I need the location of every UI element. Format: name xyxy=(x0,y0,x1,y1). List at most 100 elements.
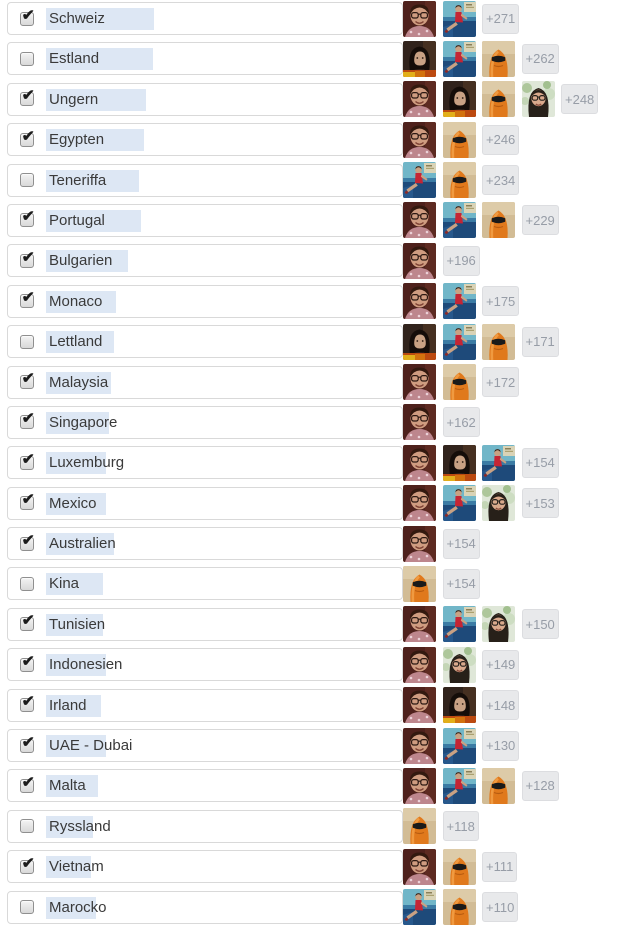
country-option[interactable]: ✔ Schweiz xyxy=(7,2,403,35)
country-option[interactable]: ✔ Bulgarien xyxy=(7,244,403,278)
country-option[interactable]: ✔ Estland xyxy=(7,42,403,76)
woman-selfie-avatar xyxy=(403,687,436,724)
text-selection-highlight xyxy=(46,88,146,111)
country-option[interactable]: ✔ Ungern xyxy=(7,82,403,116)
checkmark-icon: ✔ xyxy=(21,410,35,428)
country-option[interactable]: ✔ Monaco xyxy=(7,284,403,318)
country-label-wrap: UAE - Dubai xyxy=(46,730,132,761)
checkmark-icon: ✔ xyxy=(21,127,35,145)
woman-glasses-light-avatar xyxy=(482,485,515,522)
country-checkbox[interactable]: ✔ xyxy=(20,51,34,66)
woman-selfie-avatar xyxy=(403,121,436,158)
country-checkbox[interactable]: ✔ xyxy=(20,411,34,430)
country-label-wrap: Irland xyxy=(46,690,101,721)
country-row: ✔ Teneriffa +234 xyxy=(7,162,617,199)
country-option[interactable]: ✔ Teneriffa xyxy=(7,163,403,197)
avatar-strip: +196 xyxy=(403,242,480,279)
country-checkbox[interactable]: ✔ xyxy=(20,129,34,147)
avatar-strip: +150 xyxy=(403,606,559,643)
country-option[interactable]: ✔ Indonesien xyxy=(7,648,403,682)
country-checkbox[interactable]: ✔ xyxy=(20,492,34,511)
country-option[interactable]: ✔ Luxemburg xyxy=(7,446,403,480)
more-count-badge: +234 xyxy=(482,165,520,196)
text-selection-highlight xyxy=(46,613,103,636)
country-checkbox[interactable]: ✔ xyxy=(20,371,34,390)
avatar-strip: +149 xyxy=(403,646,520,683)
woman-selfie-avatar xyxy=(403,767,436,804)
avatar-strip: +130 xyxy=(403,727,520,764)
woman-selfie-avatar xyxy=(403,444,436,481)
country-checkbox[interactable]: ✔ xyxy=(20,250,34,268)
country-checkbox[interactable]: ✔ xyxy=(20,334,34,349)
country-label: Bulgarien xyxy=(49,252,113,270)
country-label-wrap: Lettland xyxy=(46,326,114,357)
woman-glasses-light-avatar xyxy=(482,606,515,643)
country-option[interactable]: ✔ Vietnam xyxy=(7,850,403,884)
country-option[interactable]: ✔ Portugal xyxy=(7,203,403,237)
country-option[interactable]: ✔ Marocko xyxy=(7,890,403,924)
country-checkbox[interactable]: ✔ xyxy=(20,900,34,915)
orange-balaclava-avatar xyxy=(442,121,476,158)
country-label-wrap: Vietnam xyxy=(46,851,104,882)
checkmark-icon: ✔ xyxy=(21,289,35,307)
country-checkbox[interactable]: ✔ xyxy=(20,819,34,834)
woman-red-dress-avatar xyxy=(442,0,476,37)
country-checkbox[interactable]: ✔ xyxy=(20,533,34,551)
country-option[interactable]: ✔ Kina xyxy=(7,567,403,601)
country-option[interactable]: ✔ Australien xyxy=(7,527,403,561)
country-label-wrap: Schweiz xyxy=(46,3,154,34)
checkmark-icon: ✔ xyxy=(21,450,35,468)
text-selection-highlight xyxy=(46,48,153,71)
woman-selfie-avatar xyxy=(403,525,436,562)
country-row: ✔ Mexico +153 xyxy=(7,485,617,522)
country-row: ✔ Marocko +110 xyxy=(7,889,617,926)
country-checkbox[interactable]: ✔ xyxy=(20,452,34,470)
country-checkbox[interactable]: ✔ xyxy=(20,290,34,309)
more-count-badge: +162 xyxy=(442,407,480,438)
orange-balaclava-avatar xyxy=(442,364,476,401)
country-option[interactable]: ✔ UAE - Dubai xyxy=(7,729,403,763)
country-label-wrap: Mexico xyxy=(46,488,106,519)
text-selection-highlight xyxy=(46,331,114,354)
country-checkbox[interactable]: ✔ xyxy=(20,775,34,793)
more-count-badge: +262 xyxy=(521,43,559,74)
country-option[interactable]: ✔ Irland xyxy=(7,688,403,722)
country-label: Portugal xyxy=(49,211,105,229)
country-row: ✔ Egypten +246 xyxy=(7,121,617,158)
more-count-badge: +175 xyxy=(482,286,520,317)
avatar-strip: +153 xyxy=(403,485,559,522)
woman-selfie-avatar xyxy=(403,81,436,118)
more-count-badge: +149 xyxy=(482,649,520,680)
country-label: Tunisien xyxy=(49,615,106,633)
avatar-strip: +171 xyxy=(403,323,559,360)
country-checkbox[interactable]: ✔ xyxy=(20,735,34,753)
country-option[interactable]: ✔ Mexico xyxy=(7,486,403,520)
orange-balaclava-avatar xyxy=(403,565,436,602)
country-checkbox[interactable]: ✔ xyxy=(20,694,34,713)
girl-dark-bob-avatar xyxy=(442,687,476,724)
avatar-strip: +154 xyxy=(403,444,559,481)
country-label-wrap: Malta xyxy=(46,770,98,801)
country-checkbox[interactable]: ✔ xyxy=(20,173,34,188)
country-checkbox[interactable]: ✔ xyxy=(20,209,34,228)
country-row: ✔ Ryssland +118 xyxy=(7,808,617,845)
country-option[interactable]: ✔ Singapore xyxy=(7,405,403,439)
country-option[interactable]: ✔ Ryssland xyxy=(7,809,403,843)
country-checkbox[interactable]: ✔ xyxy=(20,576,34,591)
country-label-wrap: Marocko xyxy=(46,892,107,923)
country-checkbox[interactable]: ✔ xyxy=(20,613,34,632)
country-checkbox[interactable]: ✔ xyxy=(20,88,34,107)
country-checkbox[interactable]: ✔ xyxy=(20,8,34,26)
country-checkbox[interactable]: ✔ xyxy=(20,654,34,672)
country-option[interactable]: ✔ Malaysia xyxy=(7,365,403,399)
country-option[interactable]: ✔ Egypten xyxy=(7,123,403,157)
country-option[interactable]: ✔ Lettland xyxy=(7,325,403,359)
country-label: Teneriffa xyxy=(49,171,107,189)
more-count-badge: +111 xyxy=(482,851,518,882)
country-checkbox[interactable]: ✔ xyxy=(20,856,34,874)
country-option[interactable]: ✔ Malta xyxy=(7,769,403,803)
country-option[interactable]: ✔ Tunisien xyxy=(7,607,403,641)
text-selection-highlight xyxy=(46,290,116,313)
avatar-strip: +248 xyxy=(403,81,599,118)
text-selection-highlight xyxy=(46,250,128,273)
